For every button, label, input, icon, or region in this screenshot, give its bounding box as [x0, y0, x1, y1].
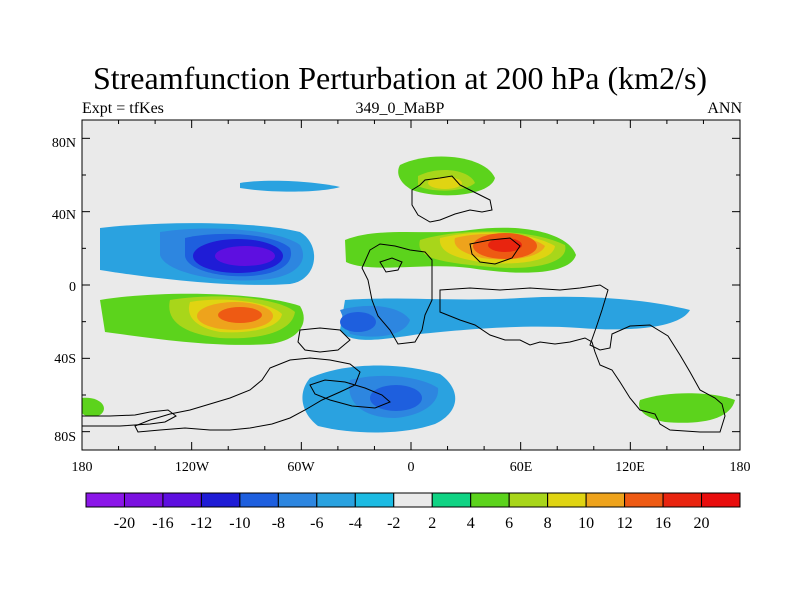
field-neg-europe-band — [490, 178, 619, 216]
lon-label-120e: 120E — [615, 460, 645, 475]
colorbar-box — [239, 492, 279, 508]
field-neg-spac-small — [95, 351, 165, 378]
colorbar-label: 20 — [694, 515, 710, 532]
lon-label-60w: 60W — [287, 460, 315, 475]
colorbar-label: -16 — [152, 515, 173, 532]
lon-label-120w: 120W — [175, 460, 210, 475]
field-pos-me-16 — [488, 238, 522, 252]
lon-label-180e: 180 — [730, 460, 751, 475]
colorbar-label: 4 — [467, 515, 475, 532]
colorbar-box — [624, 492, 664, 508]
field-pos-socean-8 — [528, 329, 576, 372]
field-neg-north-inner — [240, 180, 340, 192]
colorbar-box — [200, 492, 241, 508]
colorbar-box — [162, 492, 202, 508]
colorbar-box — [123, 492, 164, 508]
lon-label-180w: 180 — [72, 460, 93, 475]
colorbar-box — [547, 492, 587, 508]
plot-title: Streamfunction Perturbation at 200 hPa (… — [92, 60, 708, 96]
plot-area — [82, 120, 740, 450]
field-pos-socean-14 — [727, 317, 740, 341]
colorbar-label: 6 — [505, 515, 513, 532]
map-frame — [81, 119, 741, 451]
field-pos-socean-6 — [175, 363, 223, 392]
colorbar-box — [85, 492, 125, 508]
colorbar-label: 12 — [617, 515, 633, 532]
field-pos-socean-12 — [639, 393, 735, 423]
axis-ticks — [81, 120, 741, 450]
colorbar-box — [662, 492, 703, 508]
coastline-arabia — [469, 237, 521, 265]
left-string: Expt = tfKes — [82, 100, 164, 117]
coastline-antarctica-mid — [309, 379, 391, 409]
colorbar-label: -2 — [387, 515, 400, 532]
coastline-samerica-south — [134, 357, 361, 433]
colorbar-box — [470, 492, 510, 508]
lat-label-40s: 40S — [54, 352, 76, 367]
field-pos-spac-12 — [218, 307, 262, 323]
field-neg-tropical-8 — [340, 312, 376, 332]
field-pos-small-asia — [601, 178, 625, 192]
coastline-europe — [411, 175, 493, 223]
colorbar-label: 2 — [428, 515, 436, 532]
colorbar-box — [393, 492, 433, 508]
colorbar-label: -20 — [114, 515, 135, 532]
lon-label-60e: 60E — [510, 460, 533, 475]
field-pos-africa-small — [358, 240, 382, 256]
colorbar-label: 8 — [544, 515, 552, 532]
colorbar-box — [316, 492, 356, 508]
field-neg-npac-16 — [215, 246, 275, 266]
colorbar-box — [585, 492, 626, 508]
coastlines — [82, 175, 726, 433]
colorbar-labels: -20 -16 -12 -10 -8 -6 -4 -2 2 4 6 8 10 12 16 20 — [114, 515, 710, 532]
field-pos-socean-4 — [82, 397, 104, 417]
right-string: ANN — [707, 100, 742, 117]
colorbar-label: -10 — [229, 515, 250, 532]
contour-fields — [82, 144, 740, 442]
colorbar-box — [701, 492, 741, 508]
lat-label-40n: 40N — [52, 208, 76, 223]
colorbar-label: -8 — [272, 515, 285, 532]
field-neg-north-band — [82, 156, 353, 206]
field-pos-socean-16 — [82, 364, 111, 379]
colorbar-label: 16 — [655, 515, 671, 532]
field-pos-neurope-8 — [428, 177, 462, 189]
coastline-africa — [361, 243, 433, 345]
colorbar-label: 10 — [578, 515, 594, 532]
colorbar-label: -12 — [191, 515, 212, 532]
colorbar-box — [431, 492, 472, 508]
colorbar-box — [277, 492, 318, 508]
coastline-antarctica-west — [82, 409, 177, 427]
colorbar-box — [354, 492, 395, 508]
colorbar — [85, 492, 741, 508]
lat-label-eq: 0 — [69, 280, 76, 295]
colorbar-label: -6 — [310, 515, 323, 532]
axis-labels: 80N 40N 0 40S 80S 180 120W 60W 0 60E 120… — [52, 136, 751, 475]
coastline-asia-australia — [439, 284, 726, 433]
coastline-madagascar — [379, 257, 403, 273]
lat-label-80s: 80S — [54, 430, 76, 445]
center-string: 349_0_MaBP — [355, 100, 445, 117]
lon-label-0: 0 — [408, 460, 415, 475]
colorbar-label: -4 — [349, 515, 362, 532]
colorbar-box — [508, 492, 549, 508]
lat-label-80n: 80N — [52, 136, 76, 151]
coastline-samerica-north — [297, 327, 351, 353]
